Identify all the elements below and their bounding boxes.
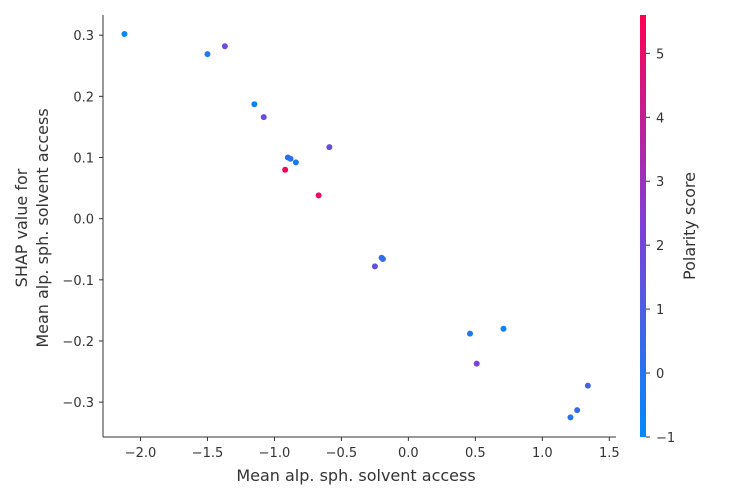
colorbar-tick-label: 1 — [656, 303, 664, 318]
scatter-point — [500, 325, 507, 332]
colorbar-tick-label: 5 — [656, 47, 664, 62]
y-tick-label: 0.1 — [73, 152, 94, 167]
scatter-point — [204, 51, 211, 58]
scatter-point — [326, 144, 333, 151]
y-axis-title-line2: Mean alp. sph. solvent access — [33, 108, 52, 347]
x-axis-ticks: −2.0 −1.5 −1.0 −0.5 0.0 0.5 1.0 1.5 — [125, 437, 620, 461]
x-tick-label: −1.5 — [192, 446, 224, 461]
x-tick-label: 1.0 — [532, 446, 553, 461]
y-tick-label: −0.3 — [62, 396, 94, 411]
y-axis-ticks: 0.3 0.2 0.1 0.0 −0.1 −0.2 −0.3 — [62, 29, 103, 411]
x-axis-title: Mean alp. sph. solvent access — [236, 466, 475, 485]
y-tick-label: 0.2 — [73, 90, 94, 105]
scatter-point — [584, 382, 591, 389]
scatter-point — [379, 256, 386, 263]
data-points — [121, 30, 591, 421]
x-tick-label: 0.5 — [465, 446, 486, 461]
y-tick-label: 0.3 — [73, 29, 94, 44]
colorbar-tick-label: 2 — [656, 239, 664, 254]
scatter-point — [567, 414, 574, 421]
scatter-point — [473, 360, 480, 367]
scatter-point — [282, 166, 289, 173]
scatter-point — [121, 30, 128, 37]
colorbar-ticks: 5 4 3 2 1 0 −1 — [646, 47, 675, 446]
scatter-point — [574, 407, 581, 414]
colorbar-title: Polarity score — [680, 172, 699, 280]
scatter-point — [287, 155, 294, 162]
colorbar-tick-label: −1 — [656, 431, 675, 446]
scatter-point — [251, 101, 258, 108]
plot-axes — [102, 15, 616, 438]
scatter-point — [467, 330, 474, 337]
scatter-point — [371, 263, 378, 270]
colorbar-tick-label: 0 — [656, 367, 664, 382]
y-tick-label: −0.1 — [62, 274, 94, 289]
scatter-point — [292, 159, 299, 166]
x-tick-label: 0.0 — [398, 446, 419, 461]
x-tick-label: −1.0 — [259, 446, 291, 461]
x-tick-label: 1.5 — [599, 446, 620, 461]
colorbar-tick-label: 4 — [656, 111, 664, 126]
x-tick-label: −0.5 — [326, 446, 358, 461]
colorbar-tick-label: 3 — [656, 175, 664, 190]
y-tick-label: 0.0 — [73, 213, 94, 228]
scatter-point — [221, 43, 228, 50]
scatter-point — [260, 114, 267, 121]
x-tick-label: −2.0 — [125, 446, 157, 461]
y-axis-title-line1: SHAP value for — [12, 168, 31, 287]
colorbar — [640, 15, 646, 437]
y-tick-label: −0.2 — [62, 335, 94, 350]
scatter-point — [315, 192, 322, 199]
